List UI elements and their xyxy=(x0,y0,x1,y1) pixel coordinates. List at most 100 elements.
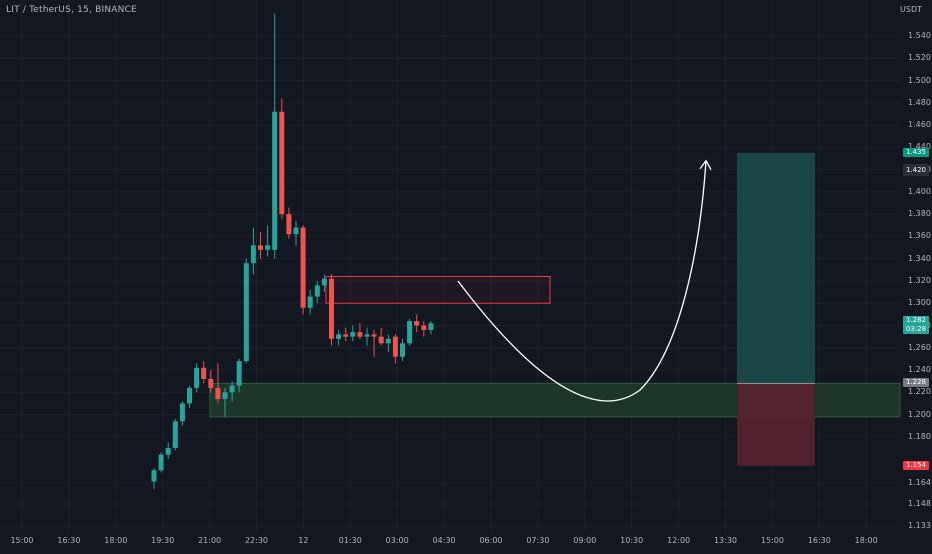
entry-price-badge: 1.228 xyxy=(903,378,929,388)
candle-body xyxy=(215,387,221,400)
time-tick-label: 18:00 xyxy=(854,536,878,545)
candle xyxy=(407,318,413,346)
candle-body xyxy=(243,263,249,362)
candle-body xyxy=(400,343,405,357)
projection-arrow[interactable] xyxy=(457,159,712,402)
price-tick-label: 1.164 xyxy=(908,478,931,487)
symbol-title[interactable]: LIT / TetherUS, 15, BINANCE xyxy=(6,5,137,15)
price-tick-label: 1.220 xyxy=(908,387,931,397)
candle xyxy=(329,274,334,346)
candle xyxy=(293,220,299,246)
candle xyxy=(307,289,313,315)
position-stop-zone[interactable] xyxy=(737,383,815,466)
price-tick-label: 1.320 xyxy=(908,275,931,285)
price-tick-label: 1.360 xyxy=(908,231,931,241)
candle xyxy=(414,314,420,333)
price-tick-label: 1.440 xyxy=(908,142,931,152)
candle-body xyxy=(165,447,171,455)
candle xyxy=(350,325,356,342)
candle xyxy=(215,363,221,404)
candle xyxy=(343,327,349,342)
candle xyxy=(357,323,363,339)
time-tick-label: 18:00 xyxy=(104,536,128,545)
candle xyxy=(236,358,242,393)
candle-body xyxy=(407,321,413,344)
candle-body xyxy=(392,336,398,357)
candle-body xyxy=(314,285,320,297)
candle xyxy=(336,329,342,346)
time-tick-label: 09:00 xyxy=(573,536,597,545)
candle-body xyxy=(179,403,185,422)
candle xyxy=(421,321,427,337)
candle-body xyxy=(172,421,178,448)
time-tick-label: 12 xyxy=(298,536,309,545)
candle-body xyxy=(293,227,299,235)
candle-body xyxy=(414,321,420,326)
candle xyxy=(250,227,256,275)
price-tick-label: 1.133 xyxy=(908,521,931,530)
candle-body xyxy=(187,387,192,404)
candle-body xyxy=(194,367,200,388)
price-tick-label: 1.520 xyxy=(908,53,931,63)
candle-body xyxy=(350,332,356,337)
candle-body xyxy=(222,392,228,400)
time-tick-label: 04:30 xyxy=(432,536,456,545)
time-tick-label: 12:00 xyxy=(667,536,691,545)
candle xyxy=(222,387,228,417)
time-tick-label: 19:30 xyxy=(151,536,175,545)
supply-zone-box[interactable] xyxy=(325,276,551,304)
price-tick-label: 1.200 xyxy=(908,409,931,419)
candle xyxy=(258,231,263,259)
candle-body xyxy=(258,245,263,250)
price-tick-label: 1.240 xyxy=(908,365,931,375)
time-tick-label: 16:30 xyxy=(57,536,81,545)
candle xyxy=(428,321,434,335)
candle-body xyxy=(385,338,391,344)
candle-body xyxy=(250,245,256,264)
time-tick-label: 22:30 xyxy=(244,536,269,545)
candle-body xyxy=(321,278,327,286)
price-tick-label: 1.260 xyxy=(908,342,931,352)
time-tick-label: 10:30 xyxy=(620,536,644,545)
candle xyxy=(392,334,398,364)
candle-countdown: 03:28 xyxy=(905,325,927,334)
candle xyxy=(321,274,327,293)
price-tick-label: 1.500 xyxy=(908,75,931,85)
price-tick-label: 1.148 xyxy=(908,499,931,508)
candle-body xyxy=(336,334,342,339)
target-price-badge: 1.435 xyxy=(903,147,929,157)
price-tick-label: 1.340 xyxy=(908,253,931,263)
time-tick-label: 06:00 xyxy=(479,536,503,545)
candle-body xyxy=(343,334,349,337)
candle-body xyxy=(428,323,434,330)
candle-body xyxy=(236,361,242,386)
candle-body xyxy=(364,334,370,337)
candle-body xyxy=(229,385,235,393)
candle xyxy=(208,370,214,393)
candle xyxy=(300,225,306,315)
candle-body xyxy=(329,278,334,339)
stop-price-badge: 1.154 xyxy=(903,460,929,470)
candle xyxy=(201,361,207,384)
candle xyxy=(272,13,278,259)
candle xyxy=(400,338,405,362)
candle-body xyxy=(307,296,313,308)
candle-body xyxy=(208,378,214,388)
candle xyxy=(229,381,235,402)
price-tick-label: 1.460 xyxy=(908,120,931,130)
current-price-badge: 1.282 03:28 xyxy=(903,316,929,335)
candle xyxy=(243,258,249,364)
candle-body xyxy=(300,227,306,308)
price-tick-label: 1.540 xyxy=(908,31,931,40)
time-tick-label: 13:30 xyxy=(713,536,738,545)
candle xyxy=(158,452,164,473)
projection-curve[interactable] xyxy=(457,160,707,402)
candle xyxy=(371,329,377,357)
position-target-zone[interactable] xyxy=(737,152,815,384)
candle-body xyxy=(357,332,363,337)
candle xyxy=(378,327,384,346)
price-tick-label: 1.300 xyxy=(908,298,931,308)
drawings-layer[interactable] xyxy=(209,152,901,466)
